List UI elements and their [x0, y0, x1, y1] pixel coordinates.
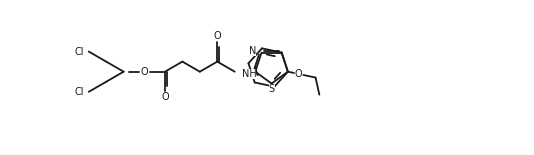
- Text: S: S: [269, 84, 274, 94]
- Text: Cl: Cl: [74, 87, 84, 97]
- Text: O: O: [141, 67, 148, 77]
- Text: Cl: Cl: [74, 46, 84, 57]
- Text: O: O: [295, 69, 302, 79]
- Text: N: N: [249, 46, 256, 56]
- Text: O: O: [161, 92, 169, 102]
- Text: O: O: [214, 31, 221, 41]
- Text: NH: NH: [242, 69, 256, 79]
